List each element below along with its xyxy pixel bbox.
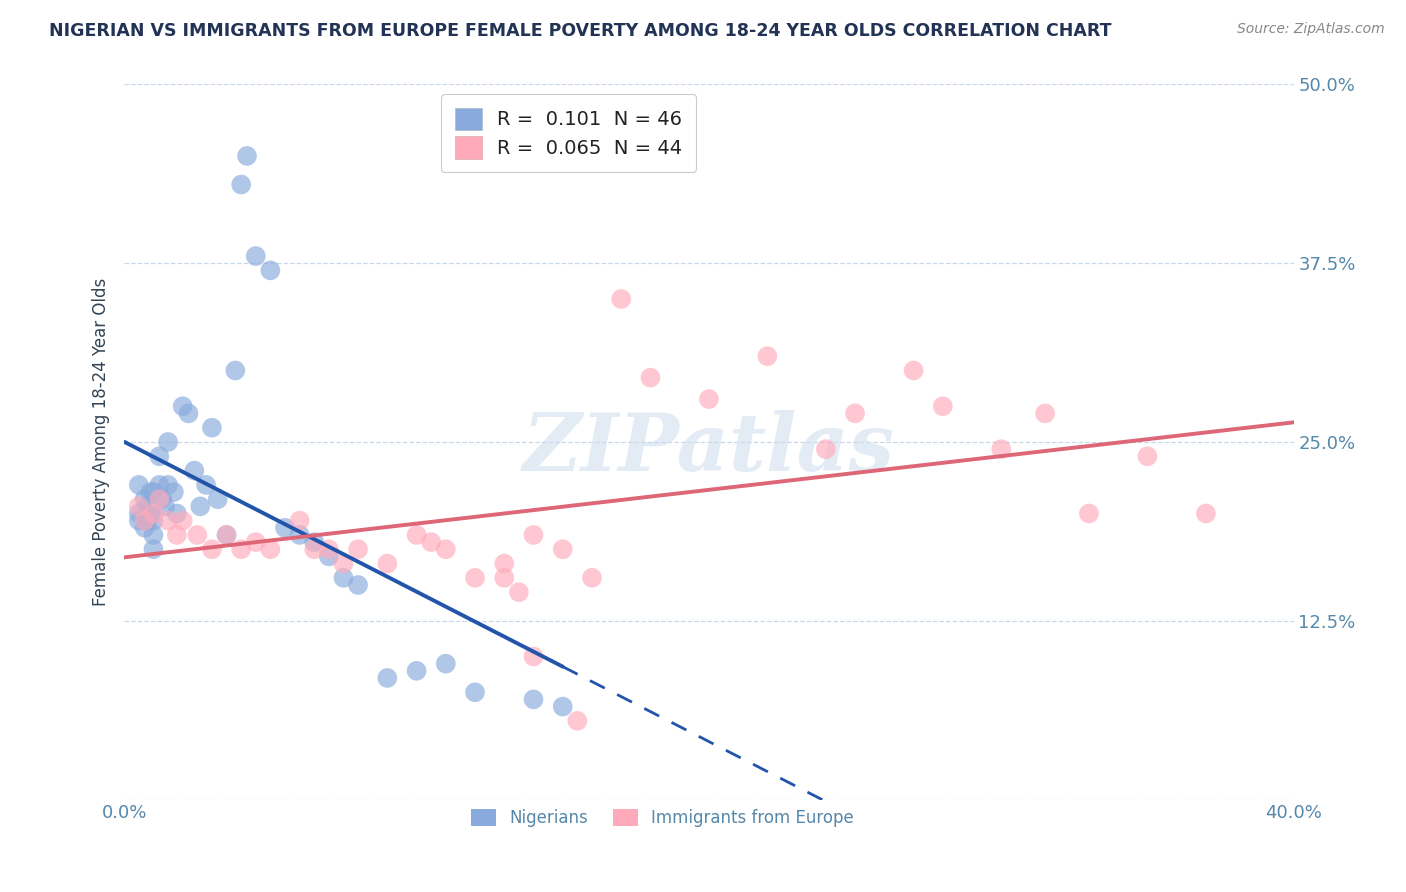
Point — [188, 500, 211, 514]
Point — [464, 571, 486, 585]
Point — [581, 571, 603, 585]
Point — [1195, 507, 1218, 521]
Text: Source: ZipAtlas.com: Source: ZipAtlas.com — [1237, 22, 1385, 37]
Point — [166, 528, 188, 542]
Point — [150, 492, 173, 507]
Point — [177, 406, 200, 420]
Point — [163, 485, 186, 500]
Point — [347, 578, 370, 592]
Point — [610, 292, 633, 306]
Point — [522, 649, 544, 664]
Point — [318, 542, 340, 557]
Point — [494, 557, 516, 571]
Point — [375, 671, 398, 685]
Point — [153, 500, 176, 514]
Point — [304, 542, 326, 557]
Point — [186, 528, 208, 542]
Point — [405, 664, 427, 678]
Point — [420, 535, 443, 549]
Point — [142, 485, 165, 500]
Point — [142, 542, 165, 557]
Point — [494, 571, 516, 585]
Point — [142, 507, 165, 521]
Point — [236, 149, 259, 163]
Point — [1136, 450, 1159, 464]
Point — [157, 478, 180, 492]
Point — [183, 464, 205, 478]
Point — [172, 399, 194, 413]
Point — [134, 521, 156, 535]
Point — [128, 514, 150, 528]
Point — [231, 178, 253, 192]
Point — [932, 399, 955, 413]
Point — [464, 685, 486, 699]
Point — [148, 478, 170, 492]
Point — [172, 514, 194, 528]
Text: NIGERIAN VS IMMIGRANTS FROM EUROPE FEMALE POVERTY AMONG 18-24 YEAR OLDS CORRELAT: NIGERIAN VS IMMIGRANTS FROM EUROPE FEMAL… — [49, 22, 1112, 40]
Point — [201, 420, 224, 434]
Point — [551, 699, 574, 714]
Point — [215, 528, 238, 542]
Point — [134, 514, 156, 528]
Point — [304, 535, 326, 549]
Point — [697, 392, 720, 406]
Point — [157, 514, 180, 528]
Point — [844, 406, 866, 420]
Point — [224, 363, 246, 377]
Point — [375, 557, 398, 571]
Point — [128, 478, 150, 492]
Point — [522, 692, 544, 706]
Point — [142, 528, 165, 542]
Point — [332, 571, 354, 585]
Point — [288, 514, 311, 528]
Point — [522, 528, 544, 542]
Point — [195, 478, 218, 492]
Point — [139, 507, 162, 521]
Point — [207, 492, 229, 507]
Point — [347, 542, 370, 557]
Point — [215, 528, 238, 542]
Point — [332, 557, 354, 571]
Point — [288, 528, 311, 542]
Point — [756, 349, 779, 363]
Point — [136, 500, 159, 514]
Point — [139, 485, 162, 500]
Point — [405, 528, 427, 542]
Text: ZIPatlas: ZIPatlas — [523, 410, 896, 488]
Point — [814, 442, 837, 457]
Point — [640, 370, 662, 384]
Point — [551, 542, 574, 557]
Point — [259, 542, 281, 557]
Point — [148, 450, 170, 464]
Point — [231, 542, 253, 557]
Point — [245, 249, 267, 263]
Point — [136, 514, 159, 528]
Point — [318, 549, 340, 564]
Point — [434, 657, 457, 671]
Point — [1033, 406, 1056, 420]
Point — [245, 535, 267, 549]
Point — [259, 263, 281, 277]
Point — [166, 507, 188, 521]
Point — [567, 714, 589, 728]
Point — [157, 434, 180, 449]
Point — [1078, 507, 1101, 521]
Point — [508, 585, 530, 599]
Point — [134, 492, 156, 507]
Point — [142, 514, 165, 528]
Point — [201, 542, 224, 557]
Point — [148, 492, 170, 507]
Y-axis label: Female Poverty Among 18-24 Year Olds: Female Poverty Among 18-24 Year Olds — [93, 277, 110, 606]
Point — [274, 521, 297, 535]
Point — [990, 442, 1012, 457]
Point — [434, 542, 457, 557]
Legend: Nigerians, Immigrants from Europe: Nigerians, Immigrants from Europe — [464, 803, 860, 834]
Point — [128, 500, 150, 514]
Point — [903, 363, 925, 377]
Point — [128, 507, 150, 521]
